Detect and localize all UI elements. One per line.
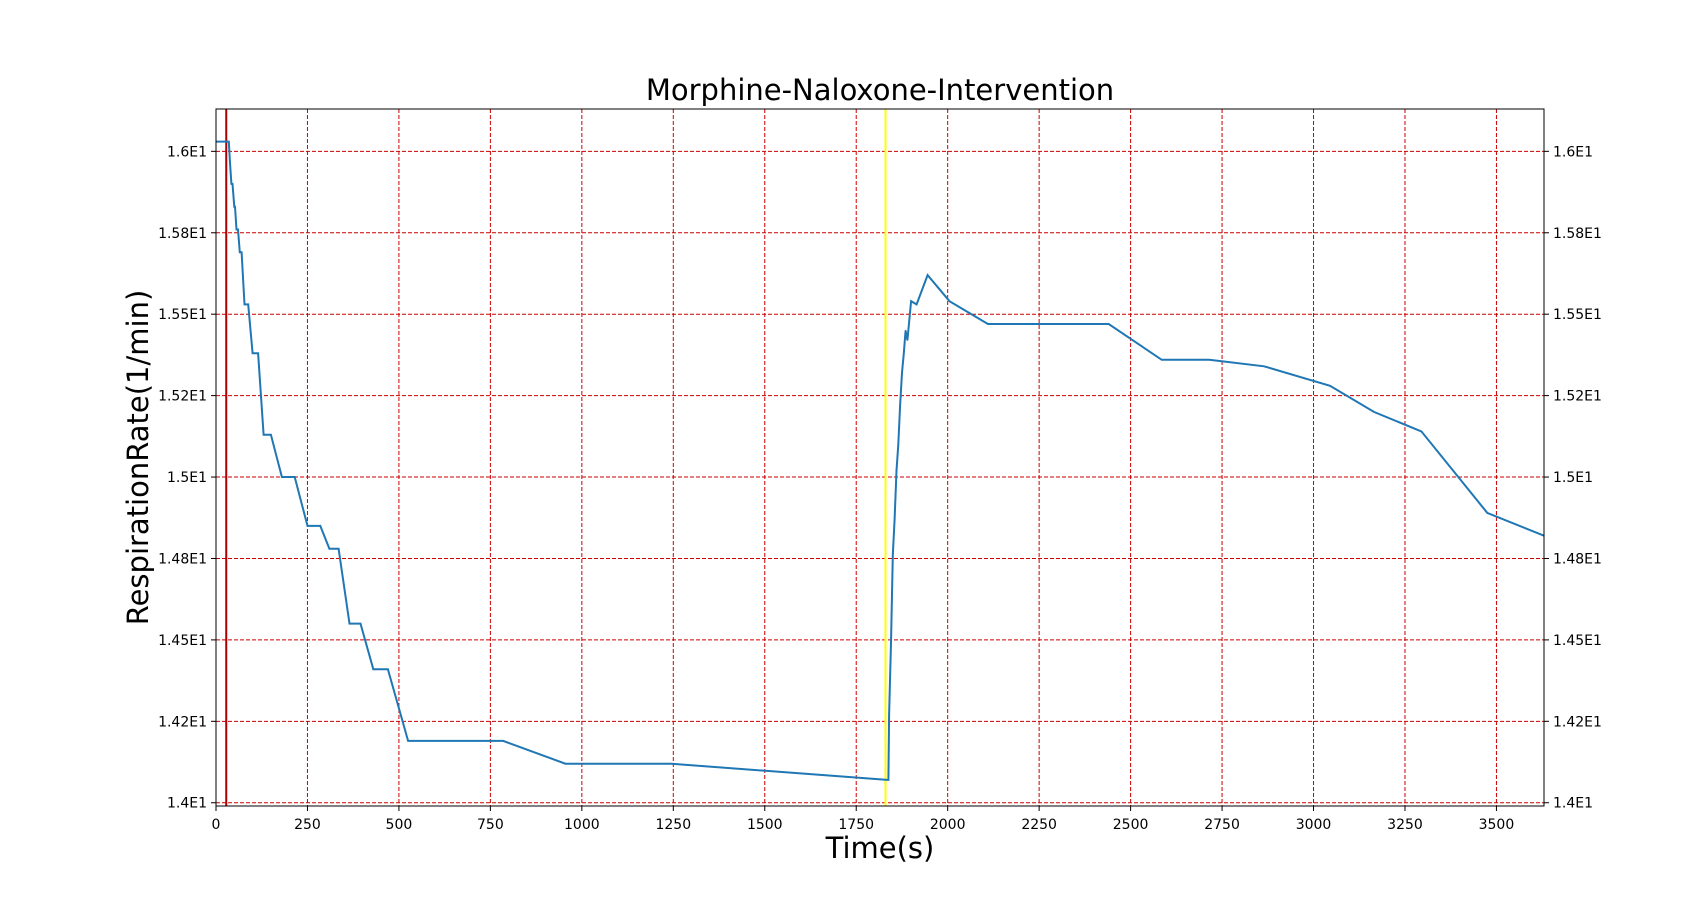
data-point xyxy=(1161,359,1163,361)
data-point xyxy=(916,303,918,305)
data-point xyxy=(887,779,890,781)
y-tick-label: 1.42E1 xyxy=(158,714,207,730)
data-point xyxy=(927,274,929,276)
x-axis-label: Time(s) xyxy=(825,831,935,865)
x-tick-label: 250 xyxy=(294,817,321,833)
data-point xyxy=(895,469,898,472)
grid-lines xyxy=(215,109,1544,806)
y-tick-label-right: 1.42E1 xyxy=(1553,714,1602,730)
y-tick-label-right: 1.5E1 xyxy=(1553,470,1593,486)
y-tick-label: 1.52E1 xyxy=(158,389,207,405)
y-axis-label: RespirationRate(1/min) xyxy=(121,290,155,626)
y-tick-label: 1.4E1 xyxy=(167,796,207,812)
data-point xyxy=(241,251,243,253)
x-tick-label: 3500 xyxy=(1479,817,1515,833)
x-tick-label: 2250 xyxy=(1021,817,1057,833)
data-point xyxy=(359,623,362,625)
data-point xyxy=(235,228,238,231)
data-point xyxy=(229,160,231,162)
y-tick-label: 1.55E1 xyxy=(158,307,207,323)
x-tick-label: 2000 xyxy=(930,817,966,833)
data-point xyxy=(899,404,901,406)
data-point xyxy=(228,141,230,143)
data-point xyxy=(890,642,892,644)
x-tick-label: 1000 xyxy=(564,817,600,833)
data-point xyxy=(407,740,409,742)
data-point xyxy=(906,339,909,341)
x-tick-label: 1500 xyxy=(747,817,783,833)
data-point xyxy=(263,434,265,436)
data-point xyxy=(239,251,241,253)
event-markers xyxy=(225,109,887,806)
x-tick-label: 2500 xyxy=(1113,817,1149,833)
y-tick-label: 1.58E1 xyxy=(158,226,207,242)
respiration-series-line xyxy=(216,140,1545,781)
x-tick-label: 1750 xyxy=(838,817,874,833)
axis-ticks: 0 250 500 750 1000 1250 1500 1750 2000 2250 2500 27… xyxy=(158,144,1602,833)
data-point xyxy=(892,554,894,556)
y-tick-label-right: 1.48E1 xyxy=(1553,551,1602,567)
data-point xyxy=(281,476,283,478)
data-point xyxy=(372,668,374,670)
data-point xyxy=(231,183,234,185)
x-tick-label: 3250 xyxy=(1387,817,1423,833)
data-point xyxy=(319,525,321,527)
data-point xyxy=(948,300,951,302)
data-point xyxy=(234,206,236,208)
data-point xyxy=(257,352,259,354)
data-point xyxy=(1420,430,1422,432)
x-tick-label: 2750 xyxy=(1204,817,1240,833)
data-point xyxy=(306,525,309,527)
data-point xyxy=(987,323,989,325)
data-point xyxy=(910,300,912,302)
data-point xyxy=(894,518,896,521)
data-point xyxy=(502,740,504,742)
data-point xyxy=(564,763,567,765)
data-point xyxy=(1373,411,1375,413)
data-point xyxy=(903,352,905,354)
y-tick-label-right: 1.58E1 xyxy=(1553,226,1602,242)
data-point xyxy=(897,443,899,446)
y-tick-label-right: 1.4E1 xyxy=(1553,796,1593,812)
data-point xyxy=(670,763,673,765)
y-tick-label: 1.6E1 xyxy=(167,144,207,160)
plot-frame xyxy=(215,108,1545,807)
data-point xyxy=(328,548,330,550)
y-tick-label: 1.48E1 xyxy=(158,551,207,567)
data-point xyxy=(901,372,903,374)
data-point xyxy=(1263,365,1265,367)
data-point xyxy=(387,668,389,670)
data-point xyxy=(1329,385,1331,387)
x-tick-label: 500 xyxy=(386,817,413,833)
x-tick-label: 750 xyxy=(477,817,504,833)
y-tick-label: 1.45E1 xyxy=(158,633,207,649)
data-point xyxy=(1108,323,1110,325)
data-point xyxy=(247,303,249,305)
y-tick-label: 1.5E1 xyxy=(167,470,207,486)
data-point xyxy=(1486,512,1488,514)
x-tick-label: 0 xyxy=(212,817,221,833)
data-point xyxy=(888,714,890,716)
data-point xyxy=(252,352,254,354)
data-point xyxy=(270,434,272,436)
y-tick-label-right: 1.52E1 xyxy=(1553,389,1602,405)
data-point xyxy=(886,779,888,781)
data-point xyxy=(230,183,232,185)
data-point xyxy=(294,476,296,478)
y-tick-label-right: 1.45E1 xyxy=(1553,633,1602,649)
data-point xyxy=(905,329,907,332)
y-tick-label-right: 1.6E1 xyxy=(1553,144,1593,160)
data-point xyxy=(348,623,351,625)
chart-title: Morphine-Naloxone-Intervention xyxy=(646,73,1114,107)
data-point xyxy=(338,548,340,550)
data-point xyxy=(243,303,246,305)
data-point xyxy=(237,228,239,231)
y-tick-label-right: 1.55E1 xyxy=(1553,307,1602,323)
x-tick-label: 3000 xyxy=(1296,817,1332,833)
series-layer xyxy=(215,140,1545,781)
x-tick-label: 1250 xyxy=(655,817,691,833)
data-point xyxy=(1208,359,1210,361)
